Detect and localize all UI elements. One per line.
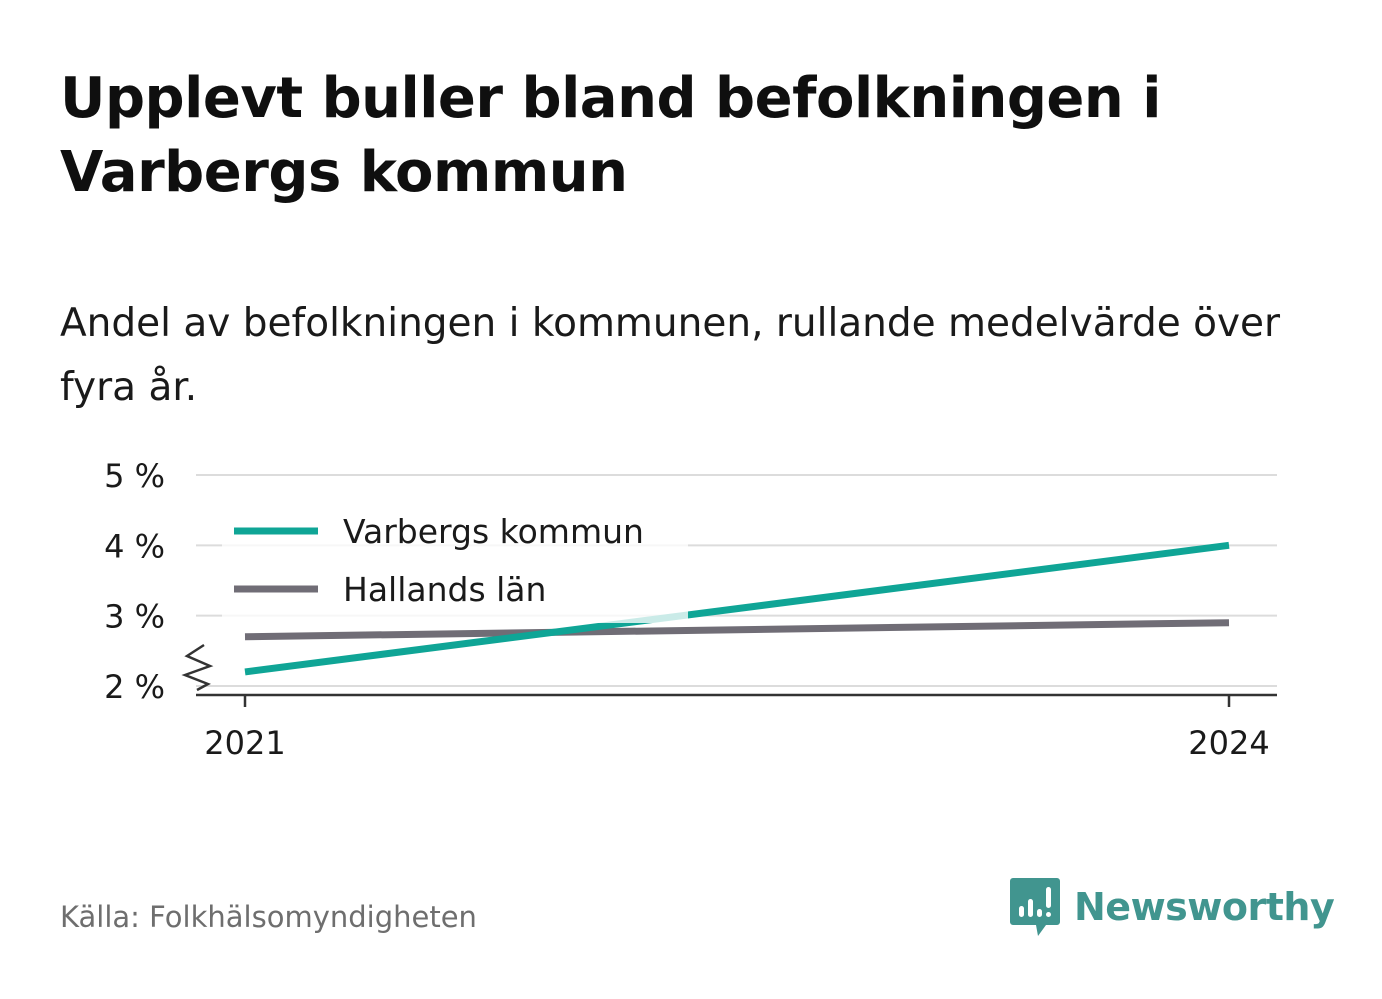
chart-title: Upplevt buller bland befolkningen i Varb… [60,66,1161,205]
axes: 2 % 3 % 4 % 5 % 2021 2024 [104,457,1277,762]
brand-name: Newsworthy [1074,885,1335,929]
series-line-hallands-lan [244,619,1230,641]
legend-background [222,505,688,623]
series-lines [244,541,1230,676]
newsworthy-logo-icon [1010,878,1060,936]
legend-label: Varbergs kommun [343,512,644,551]
legend: Varbergs kommun Hallands län [222,505,688,623]
y-tick-label: 2 % [104,668,165,706]
axis-break-icon [181,643,214,692]
y-tick-label: 5 % [104,457,165,495]
chart-subtitle: Andel av befolkningen i kommunen, rullan… [60,301,1281,410]
x-tick-label: 2024 [1188,724,1269,762]
brand-logo: Newsworthy [1010,878,1335,936]
legend-label: Hallands län [343,570,546,609]
series-line-varbergs-kommun [244,541,1230,676]
x-tick-label: 2021 [204,724,285,762]
y-tick-label: 4 % [104,527,165,565]
y-tick-label: 3 % [104,598,165,636]
source-note: Källa: Folkhälsomyndigheten [60,900,477,934]
